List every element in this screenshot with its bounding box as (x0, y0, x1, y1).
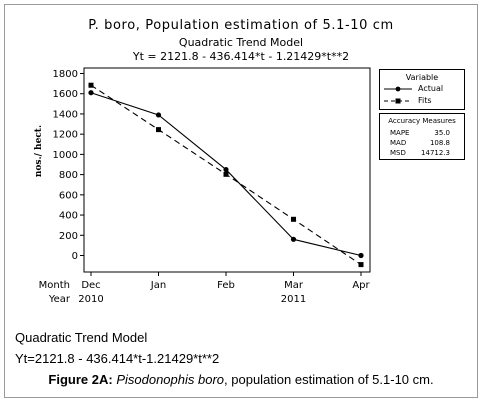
x-tick-label: Jan (150, 280, 166, 291)
figure-label: Figure 2A: (48, 372, 113, 387)
y-tick-label: 800 (59, 170, 78, 181)
legend-symbols (384, 86, 412, 104)
chart-equation: Yt = 2121.8 - 436.414*t - 1.21429*t**2 (132, 50, 350, 63)
data-point-actual (358, 252, 364, 259)
accuracy-label-mad: MAD (390, 139, 407, 147)
figure-caption: Figure 2A: Pisodonophis boro, population… (0, 372, 482, 387)
data-point-actual (290, 236, 297, 242)
chart-subtitle: Quadratic Trend Model (178, 36, 304, 49)
y-tick-label: 200 (59, 231, 78, 242)
accuracy-title: Accuracy Measures (388, 117, 456, 125)
x-tick-label: Mar (284, 280, 304, 291)
x-tick-label: 2010 (78, 294, 103, 305)
legend-item-actual: Actual (418, 84, 444, 93)
species-name: Pisodonophis boro (116, 372, 225, 387)
legend: Variable Actual Fits (379, 69, 465, 110)
x-tick-label: Dec (81, 280, 100, 291)
y-tick-label: 0 (72, 251, 78, 262)
legend-marker-fits (395, 98, 401, 104)
accuracy-label-msd: MSD (390, 149, 406, 157)
x-tick-label: Apr (352, 280, 370, 291)
y-tick-label: 400 (59, 211, 78, 222)
data-point-fits (223, 171, 229, 177)
line-chart: 0 200 400 600 800 1000 1200 1400 1600 1800 Month De… (39, 67, 371, 305)
data-point-fits (358, 262, 364, 268)
figure-frame (4, 4, 478, 398)
y-tick-label: 1400 (53, 109, 78, 120)
y-tick-label: 1200 (53, 130, 78, 141)
data-point-actual (223, 166, 229, 173)
accuracy-label-mape: MAPE (390, 129, 410, 137)
data-point-actual (155, 112, 162, 118)
accuracy-measures-box: Accuracy Measures MAPE 35.0 MAD 108.8 MS… (379, 113, 465, 160)
caption-model-name: Quadratic Trend Model (15, 330, 148, 345)
plot-area-frame (83, 67, 371, 273)
legend-title: Variable (405, 73, 439, 82)
y-tick-label: 1600 (53, 89, 78, 100)
accuracy-value-mad: 108.8 (429, 139, 450, 147)
data-point-fits (88, 82, 94, 88)
x-tick-label: 2011 (281, 294, 306, 305)
data-point-fits (156, 127, 161, 133)
chart-title: P. boro, Population estimation of 5.1-10… (88, 18, 394, 33)
legend-item-fits: Fits (418, 96, 432, 105)
caption-equation: Yt=2121.8 - 436.414*t-1.21429*t**2 (15, 351, 220, 366)
x-axis-row-label: Year (48, 294, 71, 305)
caption-rest: , population estimation of 5.1-10 cm. (224, 372, 434, 387)
y-tick-label: 1000 (53, 150, 78, 161)
accuracy-value-mape: 35.0 (434, 129, 450, 137)
data-point-fits (291, 216, 296, 222)
legend-marker-actual (395, 86, 401, 92)
data-point-actual (88, 90, 94, 96)
accuracy-value-msd: 14712.3 (421, 149, 450, 157)
y-tick-label: 600 (59, 190, 78, 201)
x-axis-row-label: Month (39, 280, 70, 291)
y-tick-label: 1800 (53, 69, 78, 80)
x-tick-label: Feb (217, 280, 235, 291)
